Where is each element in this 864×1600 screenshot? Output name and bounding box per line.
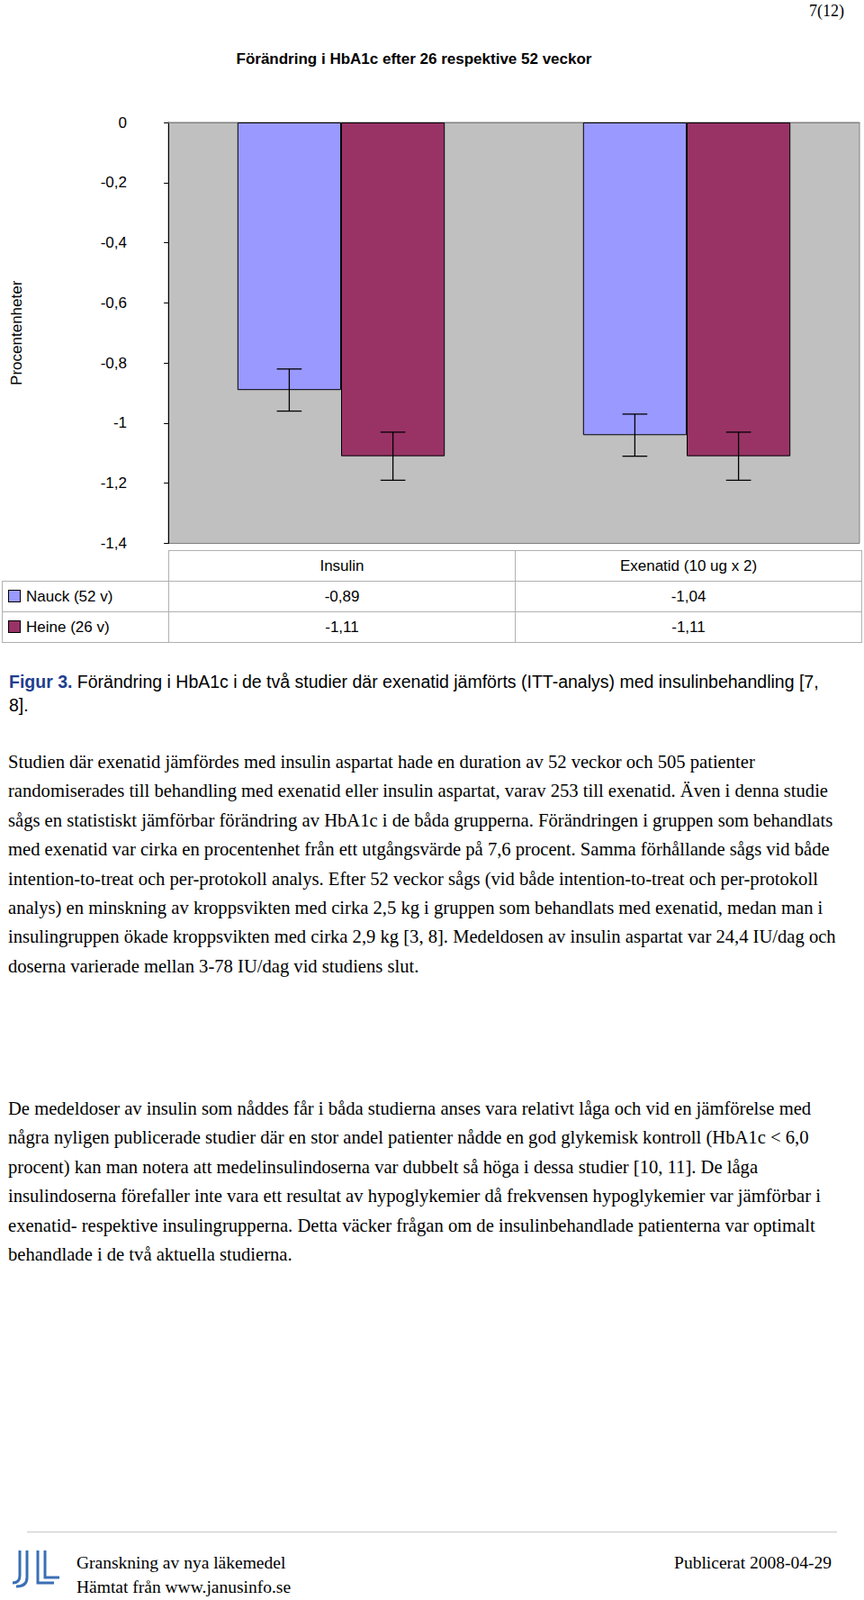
html-text:De medeldoser av insulin som n: De medeldoser av insulin som nåddes får … <box>8 1098 821 1264</box>
html-text:Hämtat från www.janusinfo.se: Hämtat från www.janusinfo.se <box>76 1576 291 1596</box>
svg-text:-0,2: -0,2 <box>100 173 127 191</box>
html-text:Granskning av nya läkemedel: Granskning av nya läkemedel <box>76 1552 286 1572</box>
svg-text:-0,4: -0,4 <box>100 234 127 252</box>
html-text:Heine (26 v): Heine (26 v) <box>26 617 110 635</box>
html-text:Exenatid (10 ug x 2): Exenatid (10 ug x 2) <box>620 556 757 574</box>
html-text:-1,11: -1,11 <box>325 617 359 635</box>
svg-text:Procentenheter: Procentenheter <box>8 279 26 386</box>
html-text:-1,04: -1,04 <box>671 587 706 605</box>
svg-text:-1,2: -1,2 <box>100 474 127 492</box>
html-text:Figur 3. Förändring i HbA1c i: Figur 3. Förändring i HbA1c i de två stu… <box>9 671 819 715</box>
svg-text:-0,8: -0,8 <box>100 354 127 372</box>
html-text:-0,89: -0,89 <box>324 587 360 605</box>
html-text:Publicerat 2008-04-29: Publicerat 2008-04-29 <box>674 1552 832 1572</box>
html-text:7(12): 7(12) <box>809 1 845 20</box>
html-text:-1,11: -1,11 <box>671 617 706 635</box>
svg-text:0: 0 <box>118 114 127 132</box>
svg-text:-1,4: -1,4 <box>100 534 127 551</box>
html-text:Förändring i HbA1c efter 26 re: Förändring i HbA1c efter 26 respektive 5… <box>236 50 592 68</box>
html-text:Studien där exenatid jämfördes: Studien där exenatid jämfördes med insul… <box>8 751 836 976</box>
html-text:Insulin: Insulin <box>319 556 365 574</box>
html-text:Nauck (52 v): Nauck (52 v) <box>26 587 113 605</box>
svg-text:-0,6: -0,6 <box>100 294 127 312</box>
svg-text:-1: -1 <box>113 414 127 432</box>
